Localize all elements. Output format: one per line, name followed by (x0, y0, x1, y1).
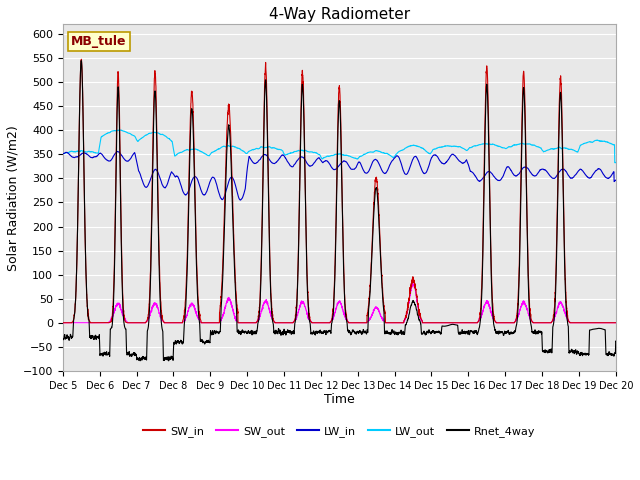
Rnet_4way (433, 329, 441, 335)
LW_in (236, 197, 244, 203)
Line: LW_out: LW_out (63, 130, 616, 163)
SW_in (77, 56, 85, 62)
LW_in (495, 178, 502, 183)
Rnet_4way (77, 58, 85, 63)
Text: MB_tule: MB_tule (71, 35, 127, 48)
Rnet_4way (463, 329, 471, 335)
SW_out (495, 320, 502, 325)
Line: SW_out: SW_out (63, 284, 616, 323)
Rnet_4way (159, 326, 166, 332)
Line: LW_in: LW_in (63, 151, 616, 200)
LW_in (611, 178, 619, 183)
LW_out (495, 144, 502, 149)
SW_out (612, 320, 620, 325)
Rnet_4way (319, 329, 326, 335)
Rnet_4way (59, 337, 67, 343)
Rnet_4way (612, 338, 620, 344)
Rnet_4way (495, 329, 502, 335)
LW_in (113, 148, 121, 154)
SW_out (433, 320, 440, 325)
SW_out (59, 320, 67, 325)
LW_out (611, 160, 619, 166)
Title: 4-Way Radiometer: 4-Way Radiometer (269, 7, 410, 22)
LW_in (463, 159, 471, 165)
LW_out (319, 156, 326, 162)
LW_out (612, 160, 620, 166)
Rnet_4way (165, 358, 173, 364)
Line: SW_in: SW_in (63, 59, 616, 323)
LW_in (59, 151, 67, 156)
SW_in (319, 320, 326, 325)
SW_in (463, 320, 471, 325)
SW_in (611, 320, 619, 325)
LW_out (611, 160, 619, 166)
SW_in (59, 320, 67, 325)
Rnet_4way (611, 349, 619, 355)
SW_in (433, 320, 440, 325)
X-axis label: Time: Time (324, 393, 355, 407)
SW_out (463, 320, 471, 325)
LW_out (59, 151, 67, 157)
Legend: SW_in, SW_out, LW_in, LW_out, Rnet_4way: SW_in, SW_out, LW_in, LW_out, Rnet_4way (138, 421, 540, 441)
Line: Rnet_4way: Rnet_4way (63, 60, 616, 361)
Y-axis label: Solar Radiation (W/m2): Solar Radiation (W/m2) (7, 125, 20, 271)
SW_in (159, 315, 166, 321)
LW_out (159, 132, 166, 137)
SW_out (319, 320, 326, 325)
SW_in (495, 320, 502, 325)
SW_out (611, 320, 619, 325)
LW_in (612, 177, 620, 183)
SW_out (408, 281, 416, 287)
LW_in (433, 153, 441, 159)
SW_in (612, 320, 620, 325)
SW_out (158, 317, 166, 323)
LW_out (433, 145, 440, 151)
LW_in (319, 160, 326, 166)
LW_in (159, 182, 166, 188)
LW_out (117, 127, 125, 133)
LW_out (463, 147, 471, 153)
